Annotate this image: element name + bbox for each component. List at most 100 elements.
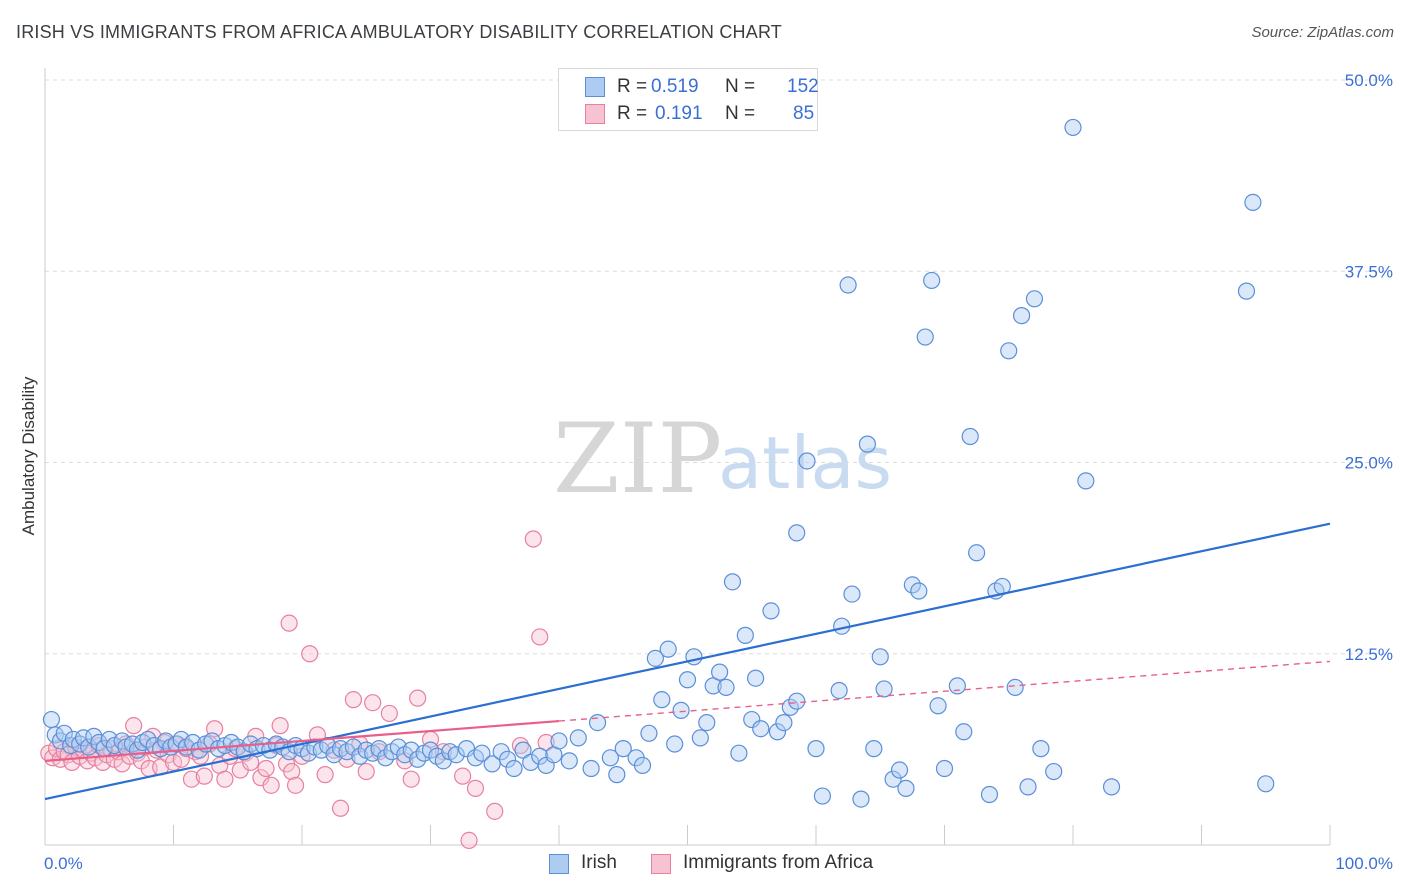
irish-point xyxy=(1244,193,1262,211)
irish-point xyxy=(798,452,816,470)
irish-point xyxy=(1045,762,1063,781)
bottom-legend-irish-label: Irish xyxy=(581,852,617,873)
irish-point xyxy=(1064,118,1082,137)
irish-point xyxy=(447,746,465,764)
africa-point xyxy=(454,767,472,785)
irish-point xyxy=(698,713,716,732)
irish-point xyxy=(514,741,532,759)
irish-point xyxy=(929,697,947,715)
tick-labels: 12.5% 25.0% 37.5% 50.0% 0.0% 100.0% xyxy=(44,71,1393,873)
irish-point xyxy=(704,677,722,695)
irish-point xyxy=(139,730,157,749)
bottom-legend-africa-label: Immigrants from Africa xyxy=(683,852,874,873)
irish-point xyxy=(955,723,973,741)
irish-point xyxy=(1019,778,1037,796)
irish-point xyxy=(1012,307,1031,325)
irish-point xyxy=(1102,778,1121,796)
irish-point xyxy=(351,747,369,765)
africa-point xyxy=(402,770,420,788)
irish-point xyxy=(666,735,684,753)
africa-point xyxy=(396,752,414,770)
africa-point xyxy=(531,628,549,646)
irish-point xyxy=(730,744,748,762)
africa-point xyxy=(524,530,542,548)
irish-point xyxy=(685,648,703,666)
irish-point xyxy=(659,640,677,658)
irish-point xyxy=(916,328,934,346)
africa-point xyxy=(257,759,275,778)
irish-point xyxy=(167,735,185,753)
africa-point xyxy=(195,767,213,785)
africa-swatch xyxy=(651,854,671,874)
irish-point xyxy=(421,741,440,759)
irish-point xyxy=(717,678,735,697)
irish-point xyxy=(884,770,902,788)
chart-title: IRISH VS IMMIGRANTS FROM AFRICA AMBULATO… xyxy=(16,22,783,42)
irish-point xyxy=(402,741,420,759)
irish-point xyxy=(807,740,825,758)
irish-point xyxy=(1257,775,1275,793)
irish-point xyxy=(1032,740,1050,758)
irish-point xyxy=(858,435,877,453)
irish-point xyxy=(376,749,395,767)
legend-n-label: N = xyxy=(725,103,756,124)
legend-r-value-africa: 0.191 xyxy=(655,103,703,124)
irish-point xyxy=(865,740,883,758)
irish-point xyxy=(608,766,626,784)
irish-point xyxy=(762,602,780,620)
irish-point xyxy=(473,744,491,762)
irish-point xyxy=(1000,342,1018,360)
irish-point xyxy=(1025,290,1044,308)
x-tick-label-min: 0.0% xyxy=(44,854,83,873)
irish-point xyxy=(788,692,806,710)
y-tick-label: 50.0% xyxy=(1345,71,1393,90)
africa-point xyxy=(125,717,143,735)
africa-point xyxy=(316,766,334,784)
africa-point xyxy=(466,779,485,797)
africa-point xyxy=(262,776,280,794)
irish-swatch xyxy=(549,854,569,874)
irish-point xyxy=(839,276,857,294)
irish-point xyxy=(550,732,568,750)
africa-point xyxy=(283,762,301,781)
irish-point xyxy=(961,427,979,446)
irish-point xyxy=(569,729,587,747)
africa-trend-line-solid xyxy=(44,719,560,762)
africa-point xyxy=(182,770,201,788)
irish-point xyxy=(736,626,754,644)
irish-point xyxy=(601,749,620,767)
irish-point xyxy=(691,729,709,747)
legend-r-value-irish: 0.519 xyxy=(651,76,699,97)
irish-point xyxy=(752,720,770,738)
grid-lines xyxy=(45,79,1392,655)
irish-point xyxy=(768,723,787,741)
irish-point xyxy=(897,779,915,797)
irish-point xyxy=(499,750,517,768)
irish-point xyxy=(633,756,652,775)
legend-r-label: R = xyxy=(617,76,648,97)
irish-point xyxy=(968,544,986,562)
irish-point xyxy=(843,585,861,603)
irish-point xyxy=(640,724,658,742)
irish-point xyxy=(325,746,343,764)
irish-point xyxy=(910,582,928,600)
irish-point xyxy=(1077,472,1095,490)
irish-point xyxy=(775,713,793,732)
x-tick-label-max: 100.0% xyxy=(1335,854,1393,873)
irish-swatch xyxy=(585,77,605,97)
africa-swatch xyxy=(585,104,605,124)
africa-point xyxy=(286,776,305,794)
irish-point xyxy=(871,648,889,666)
africa-point xyxy=(364,694,382,712)
irish-point xyxy=(813,787,832,805)
irish-point xyxy=(653,691,671,709)
y-tick-label: 25.0% xyxy=(1345,454,1393,473)
irish-point xyxy=(948,677,966,695)
irish-point xyxy=(903,576,921,594)
irish-point xyxy=(42,710,61,729)
africa-point xyxy=(331,799,350,817)
irish-point xyxy=(531,747,549,765)
correlation-legend: R = 0.519 N = 152 R = 0.191 N = 85 xyxy=(558,68,819,131)
irish-point xyxy=(711,663,729,681)
